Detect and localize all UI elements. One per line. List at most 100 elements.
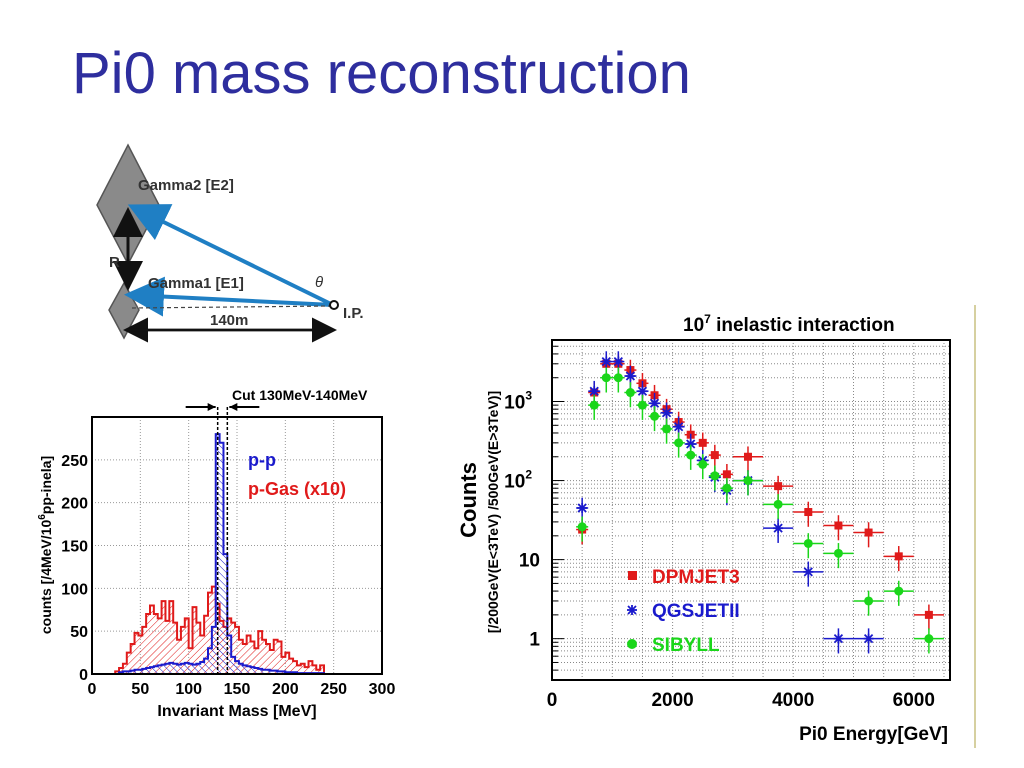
data-point (686, 430, 695, 439)
r-label: R (109, 254, 120, 271)
scat-legend-entry: SIBYLL (627, 635, 720, 656)
data-point (650, 391, 659, 400)
data-point (774, 482, 783, 491)
hist-y-tick-label: 50 (70, 624, 88, 641)
scat-frame (551, 339, 951, 681)
hist-frame (91, 416, 383, 675)
hist-x-tick-label: 200 (272, 681, 299, 698)
scat-title: 107 inelastic interaction (683, 312, 895, 336)
data-point (638, 379, 647, 388)
hist-ylabel: counts [/4MeV/106pp-inela] (37, 456, 54, 634)
data-point (864, 528, 873, 537)
data-point (709, 472, 720, 483)
hist-y-tick-label: 200 (61, 496, 88, 513)
hist-y-tick-label: 250 (61, 453, 88, 470)
scat-x-tick-label: 0 (547, 690, 558, 711)
hist-legend-entry: p-Gas (x10) (248, 479, 346, 499)
data-point (613, 373, 623, 383)
data-point (924, 610, 933, 619)
hist-y-tick-label: 150 (61, 539, 88, 556)
scat-legend-label: DPMJET3 (652, 567, 740, 588)
data-point (924, 634, 934, 644)
data-point (578, 525, 587, 534)
gamma2-label: Gamma2 [E2] (138, 177, 234, 194)
hist-xlabel: Invariant Mass [MeV] (157, 703, 316, 720)
scat-series-qgsjetii (576, 351, 884, 654)
data-point (698, 459, 708, 469)
data-point (662, 405, 671, 414)
distance-label: 140m (210, 312, 248, 329)
data-point (698, 438, 707, 447)
ip-label: I.P. (343, 305, 364, 322)
hist-x-tick-label: 100 (175, 681, 202, 698)
gamma1-ray (124, 276, 334, 317)
hist-y-tick-label: 100 (61, 581, 88, 598)
data-point (613, 356, 624, 367)
cut-arrowhead-right (229, 403, 238, 411)
detector-tower-upper (96, 143, 160, 266)
gamma2-ray (127, 204, 334, 307)
data-point (649, 398, 660, 409)
data-point (637, 386, 648, 397)
data-point (742, 475, 753, 486)
hist-legend-entry: p-p (248, 450, 276, 470)
data-point (834, 521, 843, 530)
data-point (803, 538, 813, 548)
data-point (685, 439, 696, 450)
detector-tower-lower (108, 281, 140, 340)
scat-legend-label: SIBYLL (652, 635, 720, 656)
hist-series-p-p (92, 433, 382, 675)
scat-y-tick-label: 10 (519, 551, 540, 572)
data-point (743, 452, 752, 461)
data-point (590, 388, 599, 397)
scat-series-dpmjet3 (576, 353, 944, 630)
scat-ylabel-sub: [/200GeV(E<3TeV) /500GeV(E>3TeV)] (485, 391, 501, 633)
data-point (662, 424, 672, 434)
data-point (625, 388, 635, 398)
scat-legend-label: QGSJETII (652, 601, 740, 622)
slide-title: Pi0 mass reconstruction (72, 41, 691, 106)
data-point (625, 371, 636, 382)
scat-y-tick-label: 103 (504, 389, 532, 414)
scat-legend-entry: DPMJET3 (628, 567, 740, 588)
data-point (626, 366, 635, 375)
hist-x-tick-label: 300 (369, 681, 396, 698)
data-point (673, 421, 684, 432)
scat-x-tick-label: 6000 (893, 690, 935, 711)
data-point (894, 552, 903, 561)
scat-x-tick-label: 2000 (651, 690, 693, 711)
data-point (803, 566, 814, 577)
hist-series-p-gas-x10- (92, 585, 382, 675)
hist-x-tick-label: 0 (88, 681, 97, 698)
data-point (697, 455, 708, 466)
data-point (804, 508, 813, 517)
scat-y-tick-label: 102 (504, 468, 532, 493)
data-point (614, 359, 623, 368)
data-point (743, 476, 753, 486)
data-point (864, 596, 874, 606)
scat-series-sibyll (576, 367, 944, 654)
gamma1-label: Gamma1 [E1] (148, 275, 244, 292)
hist-x-tick-label: 50 (131, 681, 149, 698)
data-point (637, 400, 647, 410)
data-point (601, 373, 611, 383)
cut-arrowhead-left (207, 403, 216, 411)
data-point (589, 386, 600, 397)
scat-y-tick-label: 1 (529, 630, 540, 651)
data-point (710, 451, 719, 460)
data-point (722, 483, 732, 493)
hist-x-tick-label: 250 (320, 681, 347, 698)
scat-legend-entry: QGSJETII (627, 601, 740, 622)
data-point (674, 418, 683, 427)
beam-axis (131, 305, 334, 309)
data-point (722, 470, 731, 479)
hist-y-tick-label: 0 (79, 667, 88, 684)
data-point (661, 407, 672, 418)
ip-point (329, 300, 339, 310)
data-point (773, 523, 784, 534)
data-point (601, 356, 612, 367)
scat-x-tick-label: 4000 (772, 690, 814, 711)
data-point (863, 633, 874, 644)
